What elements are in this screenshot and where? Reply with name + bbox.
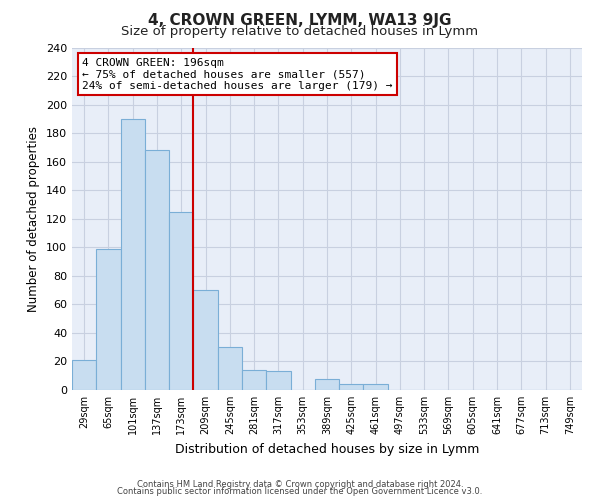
- Bar: [242, 370, 266, 390]
- Bar: [218, 347, 242, 390]
- Bar: [121, 119, 145, 390]
- X-axis label: Distribution of detached houses by size in Lymm: Distribution of detached houses by size …: [175, 442, 479, 456]
- Bar: [169, 212, 193, 390]
- Bar: [339, 384, 364, 390]
- Bar: [96, 248, 121, 390]
- Bar: [315, 378, 339, 390]
- Y-axis label: Number of detached properties: Number of detached properties: [28, 126, 40, 312]
- Bar: [193, 290, 218, 390]
- Bar: [145, 150, 169, 390]
- Text: Contains HM Land Registry data © Crown copyright and database right 2024.: Contains HM Land Registry data © Crown c…: [137, 480, 463, 489]
- Text: Size of property relative to detached houses in Lymm: Size of property relative to detached ho…: [121, 25, 479, 38]
- Text: Contains public sector information licensed under the Open Government Licence v3: Contains public sector information licen…: [118, 487, 482, 496]
- Bar: [266, 372, 290, 390]
- Text: 4 CROWN GREEN: 196sqm
← 75% of detached houses are smaller (557)
24% of semi-det: 4 CROWN GREEN: 196sqm ← 75% of detached …: [82, 58, 392, 91]
- Bar: [364, 384, 388, 390]
- Bar: [72, 360, 96, 390]
- Text: 4, CROWN GREEN, LYMM, WA13 9JG: 4, CROWN GREEN, LYMM, WA13 9JG: [148, 12, 452, 28]
